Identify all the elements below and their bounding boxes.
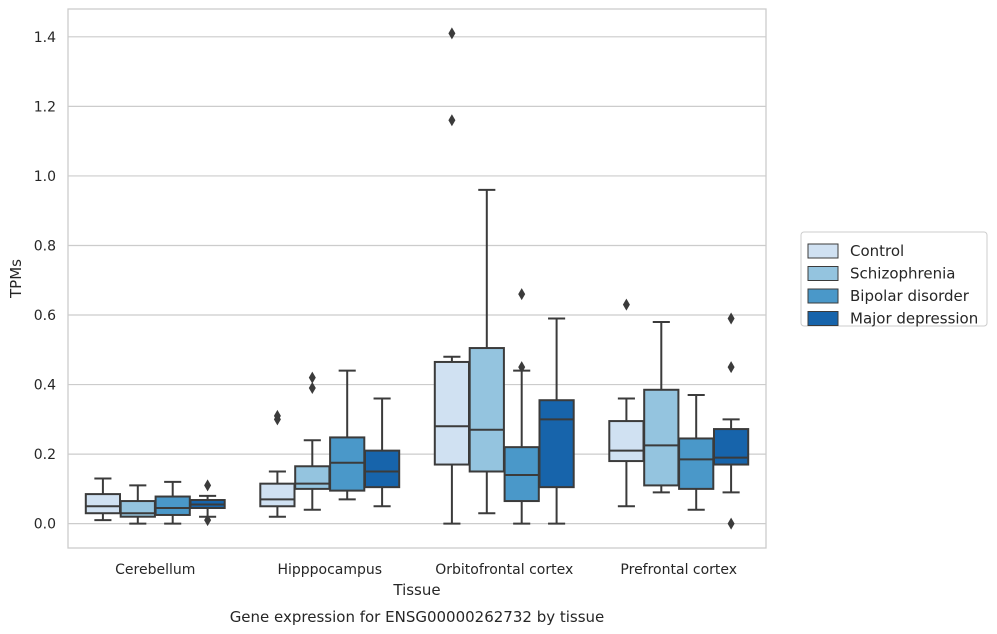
legend-frame bbox=[800, 231, 988, 327]
box bbox=[294, 465, 331, 490]
y-tick-labels: 0.0 0.2 0.4 0.6 0.8 1.0 1.2 1.4 bbox=[34, 30, 56, 533]
outlier-point bbox=[518, 288, 526, 301]
y-tick-label: 1.0 bbox=[34, 169, 56, 185]
x-tick-label: Cerebellum bbox=[115, 562, 195, 578]
box-group bbox=[119, 484, 156, 525]
y-tick-label: 0.4 bbox=[34, 378, 56, 394]
box-group bbox=[84, 477, 122, 522]
box-group bbox=[294, 371, 331, 511]
box bbox=[363, 449, 401, 489]
legend: Control Schizophrenia Bipolar disorder Majo… bbox=[800, 231, 988, 328]
legend-label: Schizophrenia bbox=[850, 265, 955, 283]
outlier-point bbox=[204, 514, 212, 527]
box-group bbox=[433, 27, 471, 525]
y-tick-label: 1.2 bbox=[34, 99, 56, 115]
y-tick-label: 0.0 bbox=[34, 517, 56, 533]
outlier-point bbox=[448, 27, 456, 40]
outlier-point bbox=[308, 382, 316, 395]
outlier-point bbox=[727, 361, 735, 374]
y-tick-label: 0.8 bbox=[34, 238, 56, 254]
x-tick-labels: Cerebellum Hipppocampus Orbitofrontal cort… bbox=[115, 562, 737, 578]
box bbox=[84, 493, 122, 515]
box bbox=[712, 428, 750, 466]
box-group bbox=[468, 188, 505, 515]
box-group bbox=[154, 480, 191, 525]
box-group bbox=[259, 409, 296, 518]
y-axis-label: TPMs bbox=[7, 259, 25, 299]
outlier-point bbox=[308, 371, 316, 384]
outlier-point bbox=[273, 409, 281, 422]
plot-frame bbox=[67, 8, 767, 549]
gridlines bbox=[68, 36, 766, 525]
x-tick-label: Hipppocampus bbox=[277, 562, 382, 578]
box bbox=[643, 388, 680, 487]
legend-label: Bipolar disorder bbox=[850, 287, 970, 305]
legend-swatch bbox=[807, 311, 839, 326]
legend-swatch bbox=[807, 243, 839, 259]
legend-label: Major depression bbox=[850, 310, 978, 328]
box bbox=[119, 500, 156, 518]
box-group bbox=[363, 397, 401, 508]
box-group bbox=[712, 312, 750, 530]
box bbox=[468, 347, 505, 473]
chart-caption: Gene expression for ENSG00000262732 by t… bbox=[230, 608, 605, 626]
box-group bbox=[538, 317, 575, 525]
outlier-point bbox=[518, 361, 526, 374]
boxes bbox=[84, 27, 750, 530]
outlier-point bbox=[622, 298, 630, 311]
legend-swatch bbox=[807, 288, 839, 304]
legend-items: Control Schizophrenia Bipolar disorder Majo… bbox=[807, 242, 978, 328]
box bbox=[608, 420, 645, 463]
box bbox=[329, 436, 366, 492]
box-group bbox=[643, 320, 680, 494]
legend-swatch bbox=[807, 266, 839, 281]
box bbox=[259, 482, 296, 508]
box bbox=[154, 495, 191, 516]
x-axis-label: Tissue bbox=[392, 581, 440, 599]
box-group bbox=[329, 369, 366, 501]
x-tick-label: Orbitofrontal cortex bbox=[435, 562, 573, 578]
y-tick-label: 0.2 bbox=[34, 447, 56, 463]
box bbox=[433, 360, 471, 466]
outlier-point bbox=[204, 479, 212, 492]
box-group bbox=[503, 288, 540, 525]
outlier-point bbox=[448, 114, 456, 127]
y-tick-label: 1.4 bbox=[34, 30, 56, 46]
outlier-point bbox=[727, 517, 735, 530]
box bbox=[538, 399, 575, 489]
y-tick-label: 0.6 bbox=[34, 308, 56, 324]
outlier-point bbox=[727, 312, 735, 325]
box-group bbox=[189, 479, 226, 527]
box-group bbox=[608, 298, 645, 508]
box bbox=[678, 437, 715, 490]
x-tick-label: Prefrontal cortex bbox=[620, 562, 737, 578]
legend-label: Control bbox=[850, 242, 904, 260]
box-group bbox=[678, 393, 715, 511]
